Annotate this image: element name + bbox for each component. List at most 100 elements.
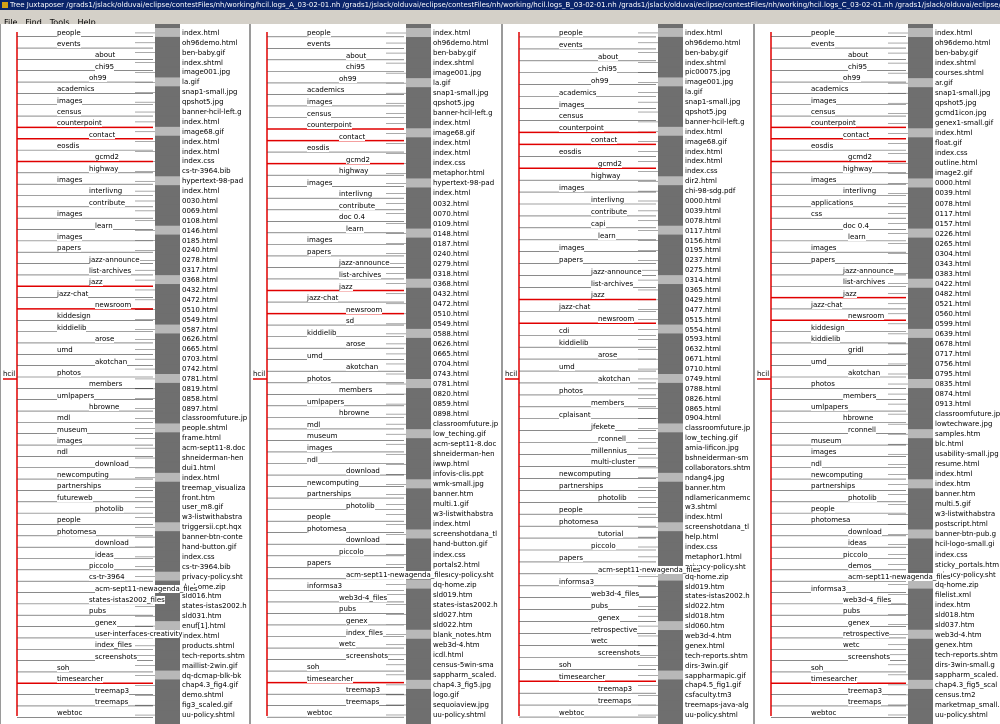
leaf-label[interactable]: web3d-4.htm: [433, 640, 480, 649]
leaf-label[interactable]: 0070.html: [433, 209, 469, 218]
leaf-label[interactable]: shneiderman-hen: [182, 454, 244, 463]
root-node-label[interactable]: hcil: [253, 370, 266, 378]
leaf-label[interactable]: 0560.html: [935, 309, 971, 318]
leaf-label[interactable]: 0314.html: [685, 276, 721, 285]
leaf-label[interactable]: resume.html: [935, 460, 980, 469]
leaf-label[interactable]: 0717.html: [935, 349, 971, 358]
tree-node-label[interactable]: people: [559, 506, 583, 515]
tree-node-label[interactable]: about: [95, 51, 116, 60]
tree-node-label[interactable]: download: [848, 527, 882, 536]
tree-node-label[interactable]: gcmd2: [598, 160, 623, 169]
leaf-label[interactable]: banner-btn-conte: [182, 533, 243, 542]
leaf-label[interactable]: treemap_visualiza: [182, 483, 246, 492]
root-node-label[interactable]: hcil: [3, 370, 16, 378]
tree-node-label[interactable]: photos: [559, 386, 583, 395]
tree-node-label[interactable]: retrospective: [843, 629, 890, 638]
leaf-label[interactable]: qpshot5.jpg: [182, 98, 224, 107]
tree-node-label[interactable]: jazz-announce: [89, 255, 140, 264]
leaf-label[interactable]: 0157.html: [935, 219, 971, 228]
tree-node-label[interactable]: people: [811, 28, 835, 37]
tree-node-label[interactable]: papers: [811, 255, 836, 264]
leaf-label[interactable]: 0108.html: [182, 216, 218, 225]
tree-node-label[interactable]: photolib: [848, 493, 877, 502]
leaf-label[interactable]: chap4.3_fig4.gif: [182, 681, 239, 690]
tree-node-label[interactable]: jazz: [591, 291, 605, 300]
leaf-label[interactable]: genex.html: [685, 641, 725, 650]
tree-node-label[interactable]: photolib: [346, 501, 375, 510]
tree-node-label[interactable]: ndl: [57, 448, 68, 457]
tree-node-label[interactable]: ideas: [95, 550, 114, 559]
leaf-label[interactable]: genex1-small.gif: [935, 119, 994, 128]
tree-node-label[interactable]: people: [559, 28, 583, 37]
leaf-label[interactable]: index.css: [935, 550, 968, 559]
tree-node-label[interactable]: census: [307, 109, 332, 118]
leaf-label[interactable]: index.html: [433, 149, 471, 158]
tree-node-label[interactable]: papers: [57, 244, 82, 253]
leaf-label[interactable]: 0148.html: [433, 229, 469, 238]
menu-help[interactable]: Help: [77, 18, 96, 27]
tree-node-label[interactable]: partnerships: [307, 490, 352, 499]
tree-node-label[interactable]: contact: [591, 136, 618, 145]
leaf-label[interactable]: tech-reports.shtm: [935, 650, 998, 659]
tree-node-label[interactable]: events: [307, 40, 331, 49]
tree-node-label[interactable]: timesearcher: [811, 675, 858, 684]
tree-node-label[interactable]: images: [57, 437, 83, 446]
tree-node-label[interactable]: kiddielib: [57, 323, 87, 332]
tree-node-label[interactable]: jazz: [89, 278, 103, 287]
leaf-label[interactable]: privacy-policy.sht: [182, 572, 243, 581]
leaf-label[interactable]: census.tm2: [935, 690, 976, 699]
leaf-label[interactable]: bshneiderman-sm: [685, 454, 749, 463]
leaf-label[interactable]: products.shtml: [182, 641, 235, 650]
tree-pane-a[interactable]: index.html oh96demo.html ben-baby.gif index…: [0, 24, 250, 724]
tree-node-label[interactable]: newcomputing: [57, 471, 109, 480]
leaf-label[interactable]: cs-tr-3964.bib: [182, 562, 231, 571]
leaf-label[interactable]: chi-98-sdg.pdf: [685, 187, 736, 196]
tree-node-label[interactable]: oh99: [339, 74, 357, 83]
tree-node-label[interactable]: index_files: [346, 628, 383, 637]
leaf-label[interactable]: banner-hcil-left.g: [433, 109, 493, 118]
leaf-label[interactable]: sld019.htm: [433, 590, 473, 599]
leaf-label[interactable]: csfaculty.tm3: [685, 691, 732, 700]
tree-node-label[interactable]: treemap3: [95, 686, 130, 695]
leaf-label[interactable]: 0904.html: [685, 414, 721, 423]
leaf-label[interactable]: index.html: [433, 119, 471, 128]
leaf-label[interactable]: hypertext-98-pad: [182, 177, 244, 186]
leaf-label[interactable]: 0146.html: [182, 226, 218, 235]
leaf-label[interactable]: la.gif: [433, 79, 451, 88]
tree-node-label[interactable]: kiddesign: [811, 323, 845, 332]
tree-node-label[interactable]: webtoc: [57, 709, 83, 718]
leaf-label[interactable]: dq-home.zip: [182, 582, 226, 591]
leaf-label[interactable]: banner.htm: [935, 490, 976, 499]
leaf-label[interactable]: index.html: [433, 29, 471, 37]
tree-node-label[interactable]: eosdis: [307, 144, 330, 153]
tree-node-label[interactable]: highway: [339, 167, 369, 176]
tree-node-label[interactable]: kiddesign: [57, 312, 91, 321]
tree-node-label[interactable]: academics: [559, 88, 597, 97]
tree-node-label[interactable]: jazz: [843, 289, 857, 298]
tree-node-label[interactable]: acm-sept11-newagenda_files: [598, 565, 701, 574]
leaf-label[interactable]: index.htm: [935, 600, 971, 609]
leaf-label[interactable]: sld022.htm: [433, 620, 473, 629]
leaf-label[interactable]: maillist-2win.gif: [182, 661, 238, 670]
tree-node-label[interactable]: screenshots: [598, 649, 641, 658]
leaf-label[interactable]: 0671.html: [685, 355, 721, 364]
leaf-label[interactable]: classroomfuture.jp: [433, 420, 499, 429]
tree-node-label[interactable]: images: [559, 100, 585, 109]
leaf-label[interactable]: filelist.xml: [935, 590, 972, 599]
leaf-label[interactable]: tech-reports.shtm: [685, 651, 748, 660]
tree-node-label[interactable]: css: [811, 210, 823, 219]
leaf-label[interactable]: 0185.html: [182, 236, 218, 245]
tree-node-label[interactable]: list-archives: [591, 279, 634, 288]
tree-node-label[interactable]: highway: [89, 164, 119, 173]
leaf-label[interactable]: index.css: [935, 149, 968, 158]
leaf-label[interactable]: cs-tr-3964.bib: [182, 167, 231, 176]
tree-node-label[interactable]: images: [559, 184, 585, 193]
leaf-label[interactable]: qpshot5.jpg: [433, 99, 475, 108]
tree-node-label[interactable]: papers: [307, 559, 332, 568]
tree-node-label[interactable]: arose: [95, 334, 115, 343]
leaf-label[interactable]: index.html: [182, 187, 220, 196]
tree-node-label[interactable]: acm-sept11-newagenda_files: [848, 573, 951, 582]
leaf-label[interactable]: index.html: [685, 127, 723, 136]
tree-node-label[interactable]: members: [843, 391, 877, 400]
leaf-label[interactable]: samples.htm: [935, 430, 981, 439]
